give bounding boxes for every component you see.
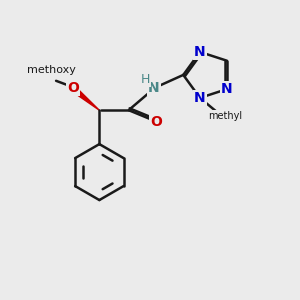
Text: H: H <box>141 74 150 86</box>
Text: O: O <box>67 81 79 95</box>
Text: N: N <box>221 82 233 96</box>
Text: O: O <box>150 115 162 129</box>
Polygon shape <box>75 90 99 110</box>
Text: N: N <box>194 45 206 59</box>
Text: N: N <box>148 81 160 95</box>
Text: N: N <box>194 91 206 105</box>
Text: methyl: methyl <box>208 110 243 121</box>
Text: methoxy: methoxy <box>27 65 76 76</box>
Text: methyl: methyl <box>223 116 227 117</box>
